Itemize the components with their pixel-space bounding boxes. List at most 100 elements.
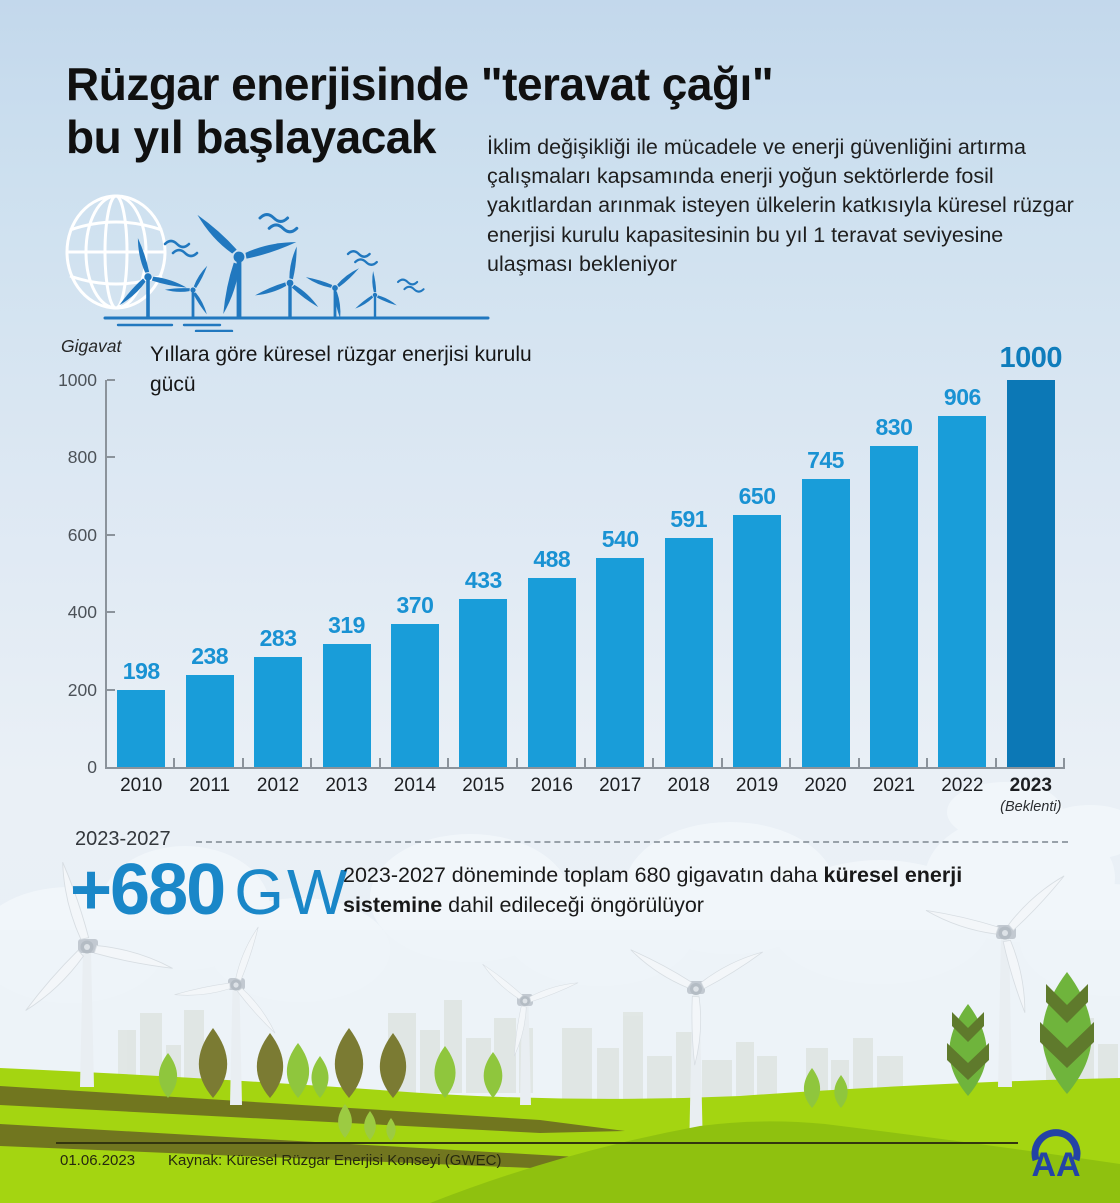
projection-value: +680 (70, 850, 226, 930)
x-axis-tick-mark (1063, 758, 1065, 767)
turbine (920, 824, 1117, 1087)
y-axis-tick-mark (107, 533, 115, 536)
x-axis-tick-mark (926, 758, 929, 767)
aa-agency-logo: AA (1031, 1129, 1081, 1184)
chart-bar (1006, 380, 1055, 767)
dashed-divider (196, 841, 1068, 843)
chart-bar (596, 558, 645, 767)
chart-bar (733, 515, 782, 767)
x-axis-year-label: 2017 (599, 775, 642, 796)
aa-logo-text: AA (1031, 1146, 1080, 1184)
y-axis-tick-label: 600 (67, 524, 97, 545)
y-axis-tick-label: 0 (87, 757, 97, 777)
chevron-tree (1040, 972, 1094, 1094)
projection-period-label: 2023-2027 (75, 828, 171, 850)
turbine-icons (112, 194, 407, 332)
chart-bar (527, 578, 576, 767)
y-axis-tick-label: 400 (67, 602, 97, 623)
projection-description-segment: küresel enerji sistemine (343, 863, 963, 917)
chart-title: Yıllara göre küresel rüzgar enerjisi kur… (150, 343, 532, 396)
front-hill (430, 1121, 1120, 1203)
x-axis-year-label: 2013 (325, 775, 368, 796)
trees (158, 972, 1094, 1141)
turbine (167, 923, 317, 1105)
y-axis-tick-mark (107, 456, 115, 459)
x-axis-tick-mark (857, 758, 860, 767)
bar-value-label: 433 (464, 567, 502, 594)
footer-source: Kaynak: Küresel Rüzgar Enerjisi Konseyi … (168, 1152, 502, 1169)
x-axis-tick-mark (378, 758, 381, 767)
chart-bar (938, 416, 987, 767)
title-line-2: bu yıl başlayacak (66, 111, 436, 163)
x-axis-tick-mark (310, 758, 313, 767)
x-axis-year-label: 2011 (189, 775, 231, 796)
title-line-1: Rüzgar enerjisinde "teravat çağı" (66, 58, 774, 110)
x-axis-year-label: 2014 (393, 775, 437, 796)
x-axis-year-label: 2010 (120, 775, 163, 796)
turbine (479, 938, 593, 1105)
chart-bar (117, 690, 166, 767)
bar-value-label: 283 (259, 625, 297, 652)
turbine (619, 937, 768, 1130)
projection-big-figure: +680 GW (70, 849, 350, 931)
projection-description: 2023-2027 döneminde toplam 680 gigavatın… (343, 861, 993, 920)
y-axis-tick-mark (107, 688, 115, 691)
x-axis-year-label: 2016 (530, 775, 573, 796)
x-axis-tick-mark (241, 758, 244, 767)
chart-bar (185, 674, 234, 767)
bar-value-label: 319 (328, 611, 365, 638)
chart-bar (801, 478, 850, 767)
x-axis-tick-mark (652, 758, 655, 767)
x-axis-year-label: 2023 (1009, 775, 1052, 796)
bar-value-label: 370 (396, 591, 434, 618)
chart-bar (459, 599, 508, 767)
y-axis-tick-label: 800 (67, 447, 97, 468)
x-axis-year-label: 2015 (462, 775, 505, 796)
x-axis-tick-mark (789, 758, 792, 767)
bar-value-label: 830 (875, 413, 913, 440)
x-axis-tick-mark (720, 758, 723, 767)
chart-bar (254, 657, 303, 767)
chart-bar (322, 643, 371, 767)
bar-value-label: 488 (533, 546, 571, 573)
x-axis-tick-mark (994, 758, 997, 767)
x-axis-year-label: 2018 (667, 775, 710, 796)
x-axis-tick-mark (515, 758, 518, 767)
x-axis-tick-mark (447, 758, 450, 767)
bar-value-label: 906 (943, 384, 981, 411)
chevron-tree (947, 1004, 989, 1096)
projection-description-segment: 2023-2027 döneminde toplam 680 gigavatın… (343, 863, 824, 887)
globe-turbines-illustration (65, 194, 490, 332)
wind-turbines (12, 824, 1117, 1130)
landscape-illustration (0, 782, 1120, 1203)
x-axis-year-label: 2019 (735, 775, 779, 796)
projection-unit: GW (234, 856, 351, 928)
y-axis-tick-mark (107, 379, 115, 381)
x-axis-year-label: 2012 (256, 775, 300, 796)
bar-chart-plot-area: 0 200 400 600 800 1000 198 2010 238 2011 283 2012 31… (58, 342, 1065, 815)
bar-value-label: 540 (601, 526, 639, 553)
chart-bar (390, 623, 439, 767)
x-axis-year-label: 2022 (941, 775, 984, 796)
bar-value-label: 198 (122, 658, 160, 685)
page-title: Rüzgar enerjisinde "teravat çağı" bu yıl… (66, 58, 774, 164)
expected-note: (Beklenti) (1000, 799, 1062, 815)
projection-description-segment: dahil edileceği öngörülüyor (442, 892, 704, 917)
bar-value-label: 745 (807, 446, 844, 473)
y-axis-tick-mark (107, 611, 115, 614)
x-axis-tick-mark (173, 758, 176, 767)
y-axis-tick-label: 1000 (58, 370, 97, 390)
x-axis-year-label: 2020 (804, 775, 847, 796)
y-axis-tick-label: 200 (67, 679, 97, 700)
chart-bar (869, 445, 918, 767)
x-axis-year-label: 2021 (872, 775, 916, 796)
y-axis-unit-label: Gigavat (61, 336, 122, 356)
x-axis-tick-mark (584, 758, 586, 767)
bar-value-label: 238 (191, 642, 229, 669)
bar-value-label: 1000 (999, 342, 1063, 374)
bar-value-label: 591 (670, 506, 708, 533)
globe-icon (65, 194, 167, 310)
intro-paragraph: İklim değişikliği ile mücadele ve enerji… (487, 135, 1074, 276)
bar-value-label: 650 (738, 483, 776, 510)
